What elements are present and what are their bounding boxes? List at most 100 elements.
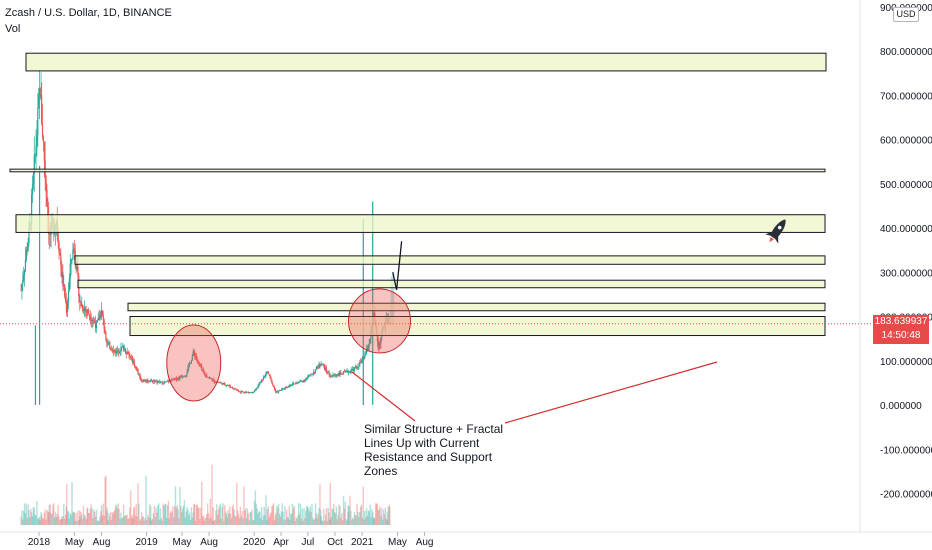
volume-bar	[252, 519, 254, 525]
volume-bar	[165, 517, 168, 525]
volume-bar	[270, 512, 272, 525]
candle-body	[41, 123, 44, 137]
volume-bar	[341, 513, 343, 525]
candle-body	[98, 317, 100, 321]
volume-bar	[280, 511, 283, 525]
candle-body	[217, 382, 220, 383]
candle-body	[337, 373, 339, 376]
volume-bar	[285, 519, 287, 525]
candle-body	[195, 356, 198, 359]
volume-bar	[350, 510, 352, 525]
volume-bar	[160, 518, 163, 525]
support-resistance-zones	[9, 52, 827, 337]
volume-bar	[290, 514, 292, 525]
volume-bar	[349, 495, 351, 525]
volume-bar	[266, 520, 268, 525]
candle-body	[237, 390, 240, 392]
candle-body	[360, 361, 362, 363]
candle-body	[343, 371, 346, 373]
candle-body	[352, 369, 354, 371]
candle-body	[32, 173, 34, 185]
candle-body	[272, 383, 274, 385]
volume-bar	[372, 517, 375, 525]
volume-bar	[252, 519, 255, 525]
candle-body	[95, 323, 97, 329]
volume-bar	[381, 508, 383, 525]
volume-bar	[50, 513, 52, 525]
candle-body	[229, 385, 231, 387]
volume-bar	[251, 509, 253, 525]
candle-body	[294, 383, 296, 385]
zone-rectangle	[25, 52, 827, 72]
volume-bar	[382, 519, 384, 525]
volume-bar	[156, 512, 158, 525]
volume-bar	[140, 512, 143, 525]
volume-bar	[296, 518, 298, 525]
volume-bar	[314, 503, 317, 525]
candle-body	[305, 379, 307, 381]
volume-bar	[129, 490, 132, 525]
volume-bar	[343, 509, 346, 525]
candle-body	[35, 145, 37, 154]
volume-bar	[173, 506, 176, 525]
volume-bar	[226, 517, 228, 525]
volume-bar	[389, 506, 391, 525]
volume-bar	[26, 518, 28, 525]
volume-bar	[315, 513, 318, 525]
volume-bar	[107, 520, 109, 525]
volume-bar	[265, 495, 267, 525]
volume-bar	[378, 509, 380, 525]
candle-body	[48, 233, 50, 235]
candle-body	[58, 242, 60, 253]
volume-bar	[53, 503, 55, 525]
candle-body	[186, 372, 188, 376]
candle-body	[132, 360, 134, 363]
volume-bar	[285, 509, 288, 525]
candle-body	[203, 372, 205, 374]
volume-bar	[106, 507, 108, 525]
volume-bar	[266, 508, 269, 525]
volume-bar	[161, 520, 163, 525]
x-tick-label: Aug	[93, 537, 111, 548]
volume-bar	[345, 519, 347, 525]
candle-body	[275, 391, 277, 393]
candle-body	[163, 382, 165, 384]
volume-bar	[102, 503, 104, 525]
volume-label: Vol	[5, 23, 21, 35]
volume-bar	[48, 512, 50, 525]
volume-bar	[366, 515, 369, 525]
volume-bar	[342, 496, 345, 525]
zone-rectangle	[15, 214, 826, 233]
currency-button[interactable]: USD	[893, 7, 919, 22]
candle-body	[261, 379, 264, 381]
volume-bar	[244, 510, 246, 525]
volume-bar	[100, 505, 103, 525]
volume-bar	[67, 511, 70, 525]
candle-body	[245, 391, 248, 393]
candle-body	[304, 380, 306, 381]
candle-body	[364, 355, 366, 359]
volume-bar	[217, 508, 220, 525]
volume-bar	[333, 512, 336, 525]
candle-body	[251, 392, 253, 393]
volume-bar	[240, 516, 242, 525]
volume-bar	[44, 509, 46, 525]
candle-body	[178, 377, 180, 379]
volume-bar	[330, 517, 332, 525]
volume-bar	[123, 515, 126, 525]
candle-body	[66, 301, 69, 312]
volume-bar	[117, 503, 120, 525]
volume-bar	[365, 508, 368, 525]
volume-bar	[286, 516, 289, 525]
volume-bar	[307, 508, 310, 525]
candle-body	[279, 390, 282, 391]
candle-body	[143, 380, 145, 382]
volume-bar	[329, 519, 331, 525]
candle-body	[367, 347, 369, 350]
candle-body	[301, 381, 303, 382]
volume-bar	[335, 506, 338, 525]
volume-bar	[347, 505, 349, 525]
volume-bar	[320, 516, 322, 525]
candle-body	[334, 374, 336, 376]
